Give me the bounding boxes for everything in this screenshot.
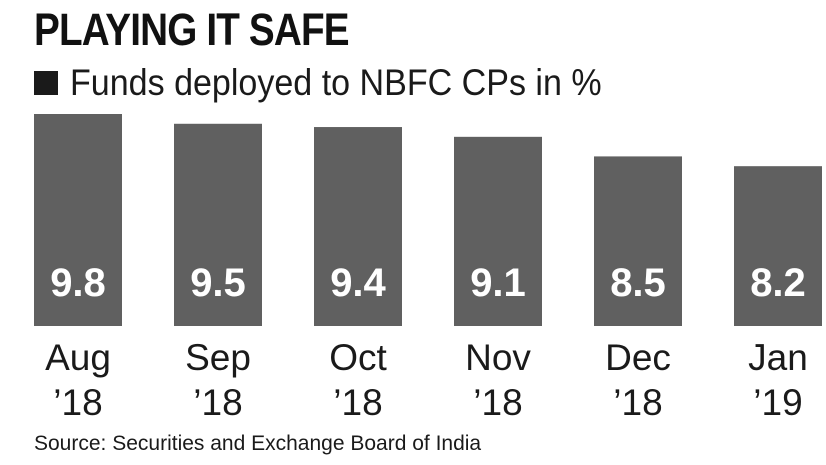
- bar-nov: [454, 136, 542, 326]
- x-tick-month-sep: Sep: [185, 337, 251, 378]
- x-tick-month-nov: Nov: [465, 337, 531, 378]
- data-label-dec: 8.5: [610, 261, 666, 305]
- x-tick-year-oct: ’18: [333, 382, 382, 423]
- data-label-aug: 9.8: [50, 261, 106, 305]
- x-tick-year-nov: ’18: [473, 382, 522, 423]
- x-tick-month-dec: Dec: [605, 337, 671, 378]
- data-label-oct: 9.4: [330, 261, 386, 305]
- legend-swatch: [34, 71, 58, 95]
- chart-title: PLAYING IT SAFE: [34, 4, 350, 55]
- data-label-sep: 9.5: [190, 261, 246, 305]
- bars: [34, 114, 822, 327]
- x-tick-month-jan: Jan: [748, 337, 808, 378]
- x-tick-month-aug: Aug: [45, 337, 111, 378]
- x-tick-year-dec: ’18: [613, 382, 662, 423]
- x-tick-year-jan: ’19: [753, 382, 802, 423]
- bar-dec: [594, 156, 682, 326]
- x-tick-year-aug: ’18: [53, 382, 102, 423]
- data-label-jan: 8.2: [750, 261, 806, 305]
- bar-jan: [734, 166, 822, 326]
- legend-label: Funds deployed to NBFC CPs in %: [70, 62, 602, 103]
- legend: Funds deployed to NBFC CPs in %: [34, 60, 648, 106]
- data-labels: 9.8 9.5 9.4 9.1 8.5 8.2: [50, 261, 806, 305]
- x-tick-month-oct: Oct: [329, 337, 387, 378]
- bar-sep: [174, 123, 262, 327]
- data-label-nov: 9.1: [470, 261, 526, 305]
- bar-oct: [314, 127, 402, 327]
- x-tick-year-sep: ’18: [193, 382, 242, 423]
- source-note: Source: Securities and Exchange Board of…: [34, 432, 482, 455]
- bar-aug: [34, 114, 122, 326]
